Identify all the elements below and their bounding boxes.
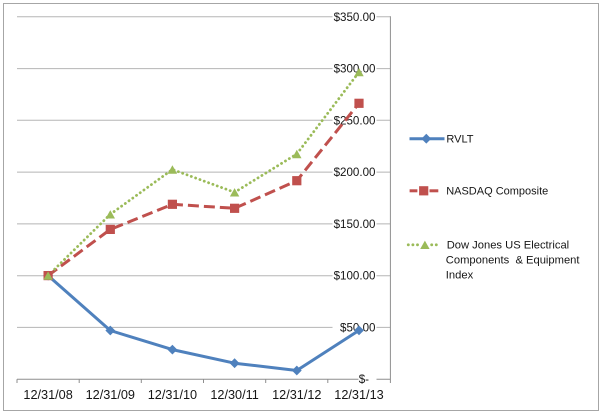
svg-text:RVLT: RVLT [446, 134, 473, 146]
svg-text:12/31/12: 12/31/12 [272, 388, 321, 402]
svg-text:Dow Jones US Electrical: Dow Jones US Electrical [447, 240, 569, 252]
svg-text:12/31/08: 12/31/08 [23, 388, 72, 402]
svg-text:12/31/10: 12/31/10 [148, 388, 197, 402]
svg-text:NASDAQ Composite: NASDAQ Composite [446, 186, 548, 198]
svg-text:$250.00: $250.00 [334, 114, 376, 127]
svg-text:$200.00: $200.00 [334, 166, 376, 179]
svg-text:$150.00: $150.00 [334, 218, 376, 231]
svg-text:$300.00: $300.00 [334, 63, 376, 76]
svg-text:$350.00: $350.00 [334, 11, 376, 24]
svg-text:Components & Equipment: Components & Equipment [446, 255, 581, 267]
svg-text:Index: Index [446, 269, 474, 281]
svg-text:$100.00: $100.00 [334, 270, 376, 283]
svg-text:12/30/11: 12/30/11 [210, 388, 258, 402]
svg-text:12/31/09: 12/31/09 [86, 388, 135, 402]
svg-text:12/31/13: 12/31/13 [334, 388, 383, 402]
svg-text:$-: $- [359, 373, 376, 386]
